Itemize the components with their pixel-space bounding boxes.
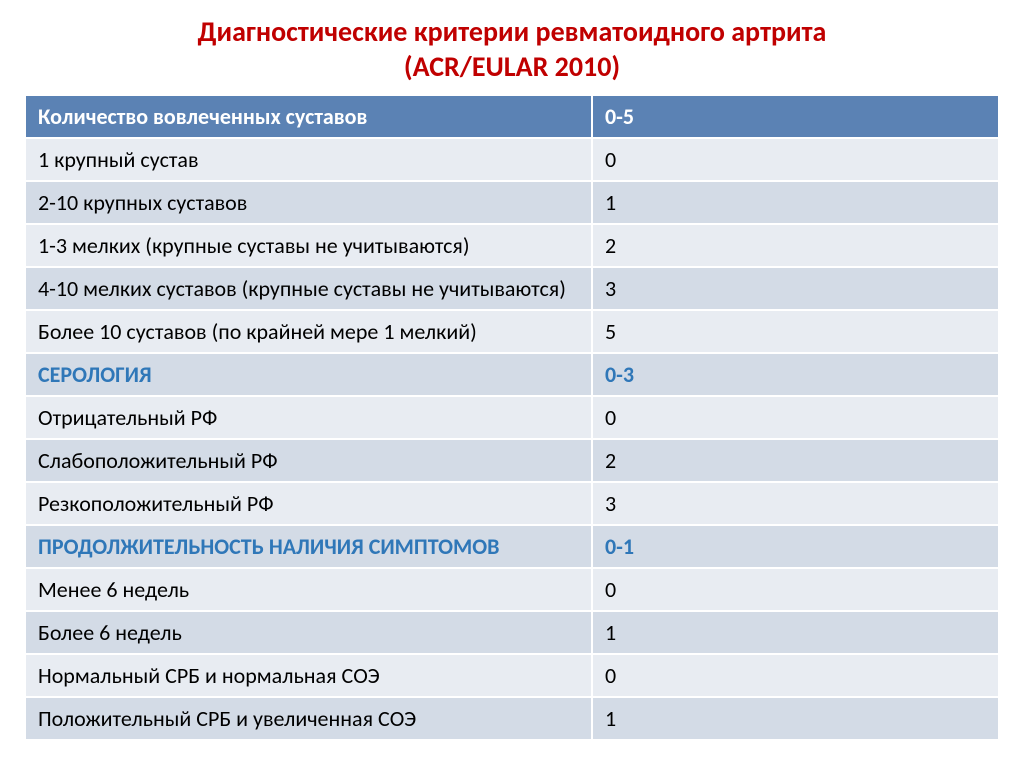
title-line-2: (ACR/EULAR 2010) [404, 49, 620, 84]
title-line-1: Диагностические критерии ревматоидного а… [198, 14, 827, 49]
table-row: Менее 6 недель0 [25, 568, 999, 611]
row-score: 3 [592, 482, 999, 525]
row-label: Более 10 суставов (по крайней мере 1 мел… [25, 310, 592, 353]
table-row: 4-10 мелких суставов (крупные суставы не… [25, 267, 999, 310]
table-row: Нормальный СРБ и нормальная СОЭ0 [25, 654, 999, 697]
criteria-table: Количество вовлеченных суставов 0-5 1 кр… [24, 94, 1000, 741]
row-score: 2 [592, 224, 999, 267]
row-score: 0 [592, 396, 999, 439]
row-label: Слабоположительный РФ [25, 439, 592, 482]
row-score: 0 [592, 654, 999, 697]
header-score: 0-5 [592, 95, 999, 138]
row-label: 1-3 мелких (крупные суставы не учитывают… [25, 224, 592, 267]
row-score: 1 [592, 181, 999, 224]
row-score: 1 [592, 611, 999, 654]
row-score: 0-3 [592, 353, 999, 396]
table-row: Резкоположительный РФ3 [25, 482, 999, 525]
row-label: 2-10 крупных суставов [25, 181, 592, 224]
header-label: Количество вовлеченных суставов [25, 95, 592, 138]
row-score: 3 [592, 267, 999, 310]
row-score: 0-1 [592, 525, 999, 568]
row-label: Резкоположительный РФ [25, 482, 592, 525]
row-label: Более 6 недель [25, 611, 592, 654]
table-row: Более 6 недель1 [25, 611, 999, 654]
row-label: Отрицательный РФ [25, 396, 592, 439]
row-label: ПРОДОЛЖИТЕЛЬНОСТЬ НАЛИЧИЯ СИМПТОМОВ [25, 525, 592, 568]
table-row: Слабоположительный РФ2 [25, 439, 999, 482]
table-row: 1 крупный сустав0 [25, 138, 999, 181]
row-label: Положительный СРБ и увеличенная СОЭ [25, 697, 592, 740]
row-score: 0 [592, 138, 999, 181]
page-title: Диагностические критерии ревматоидного а… [24, 14, 1000, 84]
row-score: 5 [592, 310, 999, 353]
row-label: СЕРОЛОГИЯ [25, 353, 592, 396]
section-row: СЕРОЛОГИЯ0-3 [25, 353, 999, 396]
table-row: Более 10 суставов (по крайней мере 1 мел… [25, 310, 999, 353]
row-score: 0 [592, 568, 999, 611]
table-header-row: Количество вовлеченных суставов 0-5 [25, 95, 999, 138]
row-label: Нормальный СРБ и нормальная СОЭ [25, 654, 592, 697]
table-row: Положительный СРБ и увеличенная СОЭ1 [25, 697, 999, 740]
row-score: 1 [592, 697, 999, 740]
row-label: 4-10 мелких суставов (крупные суставы не… [25, 267, 592, 310]
row-label: 1 крупный сустав [25, 138, 592, 181]
table-row: 1-3 мелких (крупные суставы не учитывают… [25, 224, 999, 267]
table-row: 2-10 крупных суставов1 [25, 181, 999, 224]
table-row: Отрицательный РФ0 [25, 396, 999, 439]
row-score: 2 [592, 439, 999, 482]
row-label: Менее 6 недель [25, 568, 592, 611]
section-row: ПРОДОЛЖИТЕЛЬНОСТЬ НАЛИЧИЯ СИМПТОМОВ0-1 [25, 525, 999, 568]
